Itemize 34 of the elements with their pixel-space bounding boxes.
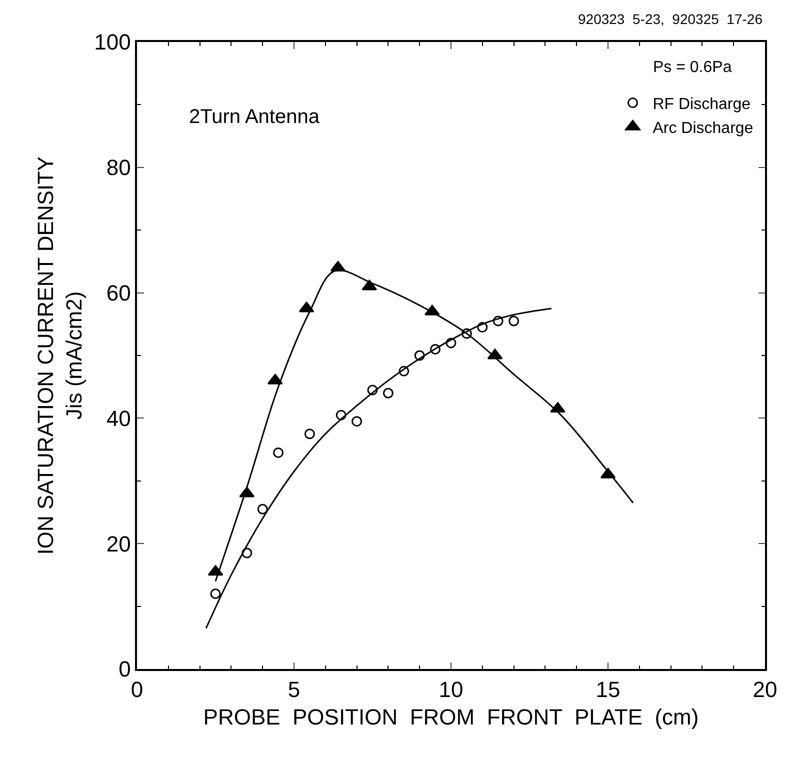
y-tick-label: 60 — [106, 280, 131, 306]
point — [414, 350, 425, 361]
point — [242, 548, 252, 558]
point — [508, 316, 520, 326]
annotation: Ps = 0.6Pa — [653, 59, 732, 76]
x-tick-label: 10 — [438, 677, 464, 702]
x-tick-label: 5 — [288, 677, 300, 702]
y-tick-label: 40 — [106, 406, 131, 431]
legend-label: Arc Discharge — [652, 120, 754, 137]
point — [430, 344, 441, 354]
point — [336, 410, 346, 420]
x-axis-title: PROBE POSITION FROM FRONT PLATE (cm) — [203, 704, 699, 730]
y-tick-label: 80 — [106, 155, 131, 180]
x-tick-label: 15 — [596, 677, 620, 702]
text: 920323 5-23, 920325 17-26 — [578, 11, 763, 27]
point — [352, 416, 362, 427]
y-axis-title: ION SATURATION CURRENT DENSITY Jis (mA/cm2) — [32, 156, 86, 555]
point — [257, 504, 268, 514]
legend-label: RF Discharge — [652, 96, 751, 114]
point — [367, 384, 378, 396]
point — [477, 322, 488, 333]
annotation: 2Turn Antenna — [189, 106, 320, 128]
y-tick-label: 0 — [118, 656, 131, 682]
point — [273, 447, 284, 458]
point — [492, 316, 504, 326]
point — [210, 588, 221, 600]
point — [461, 328, 472, 339]
point — [446, 338, 456, 348]
point — [304, 428, 315, 440]
x-tick-label: 20 — [752, 677, 778, 702]
y-tick-label: 100 — [94, 30, 131, 55]
y-tick-label: 20 — [106, 531, 131, 556]
point — [382, 388, 394, 398]
point — [398, 366, 410, 376]
